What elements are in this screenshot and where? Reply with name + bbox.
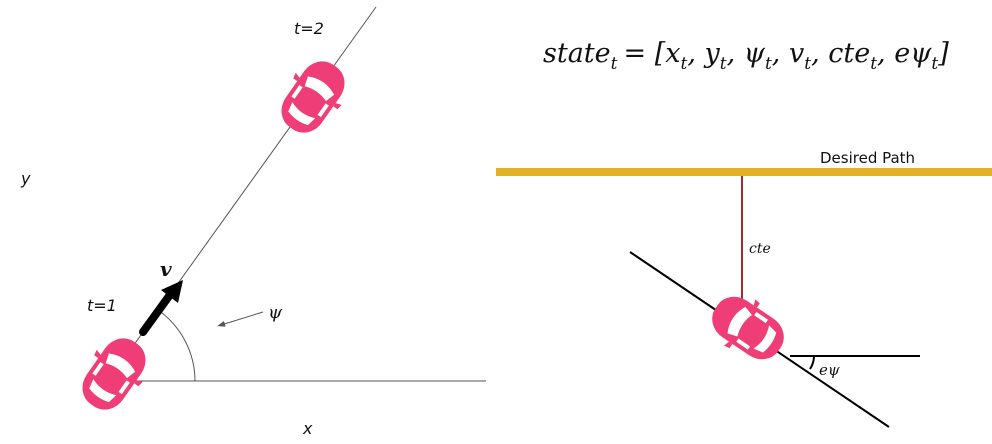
- epsi-arc: [809, 355, 815, 370]
- time-label-t1: t=1: [87, 296, 117, 315]
- car-icon: [700, 283, 796, 373]
- velocity-arrow-icon: [139, 280, 183, 336]
- psi-label: ψ: [268, 302, 283, 323]
- car-icon: [268, 49, 358, 145]
- time-label-t2: t=2: [294, 19, 324, 38]
- car-icon: [69, 326, 159, 422]
- desired-path: [496, 168, 992, 176]
- velocity-label: v: [160, 257, 172, 281]
- psi-pointer: [217, 311, 264, 327]
- desired-path-label: Desired Path: [820, 149, 915, 167]
- right-panel: statet = [xt, yt, ψt, vt, ctet, eψt] Desi…: [496, 38, 992, 428]
- epsi-label: eψ: [819, 361, 840, 379]
- axis-x-label: x: [302, 419, 313, 438]
- left-panel: y x t=1 t=2 v ψ: [20, 6, 486, 438]
- state-formula: statet = [xt, yt, ψt, vt, ctet, eψt]: [543, 38, 949, 74]
- psi-arc: [157, 309, 196, 382]
- axis-y-label: y: [20, 169, 31, 188]
- cte-label: cte: [749, 241, 771, 257]
